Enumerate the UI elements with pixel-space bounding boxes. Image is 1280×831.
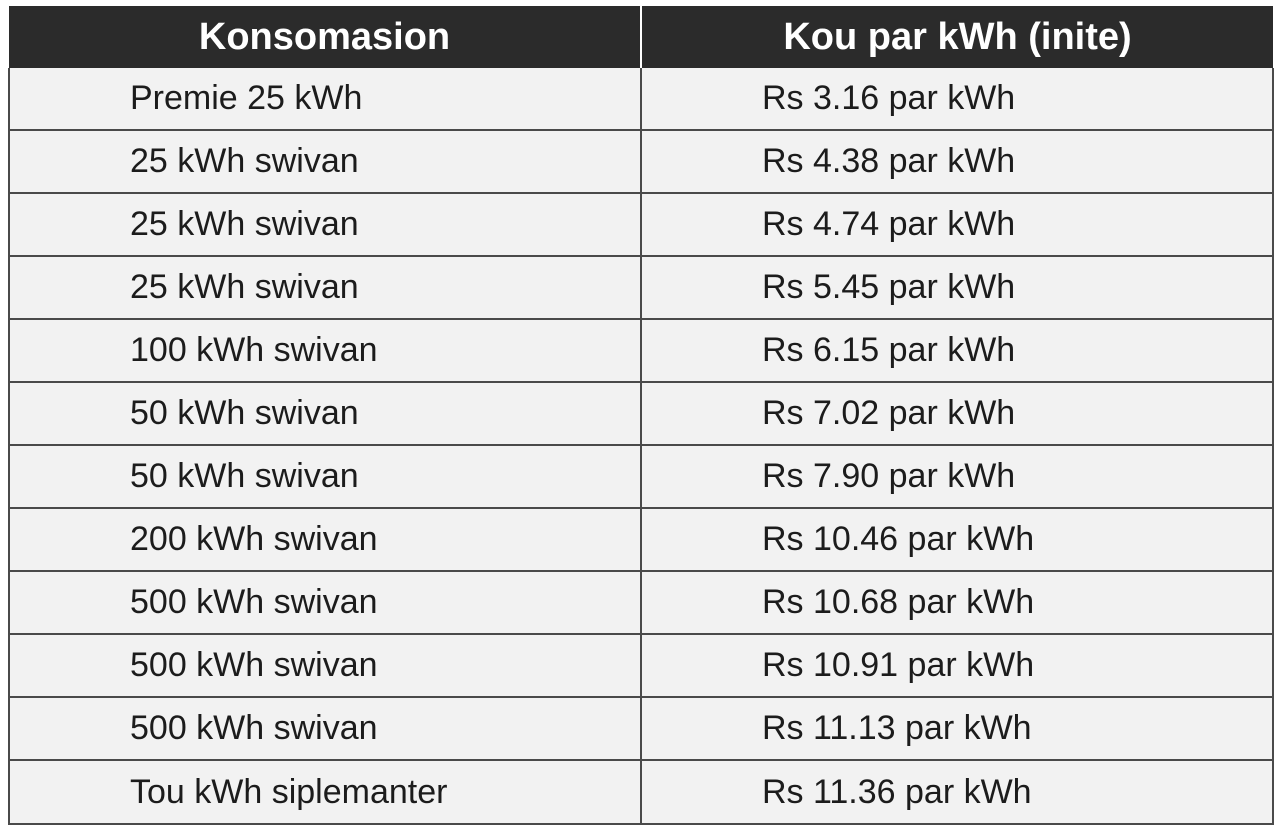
table-row: 500 kWh swivan Rs 11.13 par kWh (8, 697, 1274, 761)
table-row: 50 kWh swivan Rs 7.02 par kWh (8, 382, 1274, 446)
table-row: Premie 25 kWh Rs 3.16 par kWh (8, 68, 1274, 131)
consumption-cell: 500 kWh swivan (8, 571, 642, 635)
consumption-cell: Tou kWh siplemanter (8, 760, 642, 825)
table-row: 100 kWh swivan Rs 6.15 par kWh (8, 319, 1274, 383)
cost-cell: Rs 7.90 par kWh (641, 445, 1274, 509)
cost-cell: Rs 11.36 par kWh (641, 760, 1274, 825)
consumption-cell: 25 kWh swivan (8, 256, 642, 320)
header-cost-per-kwh: Kou par kWh (inite) (641, 6, 1273, 68)
cost-cell: Rs 10.68 par kWh (641, 571, 1274, 635)
consumption-cell: 500 kWh swivan (8, 634, 642, 698)
cost-cell: Rs 11.13 par kWh (641, 697, 1274, 761)
consumption-cell: 500 kWh swivan (8, 697, 642, 761)
header-consumption: Konsomasion (9, 6, 642, 68)
table-header-row: Konsomasion Kou par kWh (inite) (9, 6, 1273, 68)
cost-cell: Rs 4.74 par kWh (641, 193, 1274, 257)
table-row: 25 kWh swivan Rs 4.38 par kWh (8, 130, 1274, 194)
consumption-cell: 50 kWh swivan (8, 382, 642, 446)
cost-cell: Rs 7.02 par kWh (641, 382, 1274, 446)
consumption-cell: 50 kWh swivan (8, 445, 642, 509)
tariff-table: Konsomasion Kou par kWh (inite) Premie 2… (8, 6, 1274, 825)
cost-cell: Rs 10.46 par kWh (641, 508, 1274, 572)
consumption-cell: Premie 25 kWh (8, 68, 642, 131)
cost-cell: Rs 10.91 par kWh (641, 634, 1274, 698)
consumption-cell: 200 kWh swivan (8, 508, 642, 572)
table-row: 200 kWh swivan Rs 10.46 par kWh (8, 508, 1274, 572)
table-row: 500 kWh swivan Rs 10.91 par kWh (8, 634, 1274, 698)
consumption-cell: 100 kWh swivan (8, 319, 642, 383)
cost-cell: Rs 6.15 par kWh (641, 319, 1274, 383)
cost-cell: Rs 3.16 par kWh (641, 68, 1274, 131)
tariff-table-container: Konsomasion Kou par kWh (inite) Premie 2… (8, 6, 1274, 825)
table-row: 25 kWh swivan Rs 4.74 par kWh (8, 193, 1274, 257)
table-row: Tou kWh siplemanter Rs 11.36 par kWh (8, 760, 1274, 825)
consumption-cell: 25 kWh swivan (8, 130, 642, 194)
cost-cell: Rs 5.45 par kWh (641, 256, 1274, 320)
table-row: 50 kWh swivan Rs 7.90 par kWh (8, 445, 1274, 509)
cost-cell: Rs 4.38 par kWh (641, 130, 1274, 194)
table-row: 500 kWh swivan Rs 10.68 par kWh (8, 571, 1274, 635)
consumption-cell: 25 kWh swivan (8, 193, 642, 257)
table-row: 25 kWh swivan Rs 5.45 par kWh (8, 256, 1274, 320)
